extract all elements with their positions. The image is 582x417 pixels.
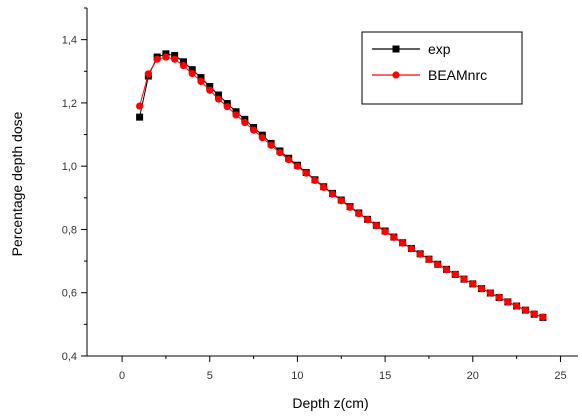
legend-label: exp: [428, 41, 451, 57]
y-tick-label: 1,0: [62, 161, 77, 173]
data-point: [179, 58, 187, 66]
data-point: [214, 95, 223, 103]
series-beamnrc: [136, 53, 547, 321]
y-tick-label: 1,4: [62, 35, 77, 47]
data-point: [188, 66, 196, 74]
data-point: [197, 77, 205, 85]
data-point: [504, 298, 512, 306]
data-point: [495, 293, 503, 302]
data-point: [276, 148, 284, 157]
legend: exp BEAMnrc: [361, 31, 523, 105]
data-point: [469, 280, 477, 288]
data-point: [311, 176, 319, 185]
legend-marker: [392, 45, 400, 53]
x-axis-label: Depth z(cm): [292, 395, 368, 411]
data-point: [197, 74, 205, 82]
legend-label: BEAMnrc: [428, 67, 487, 83]
data-point: [381, 228, 389, 236]
data-point: [530, 310, 538, 318]
data-point: [328, 190, 337, 198]
data-point: [460, 275, 468, 283]
data-point: [477, 285, 486, 293]
data-point: [425, 255, 433, 264]
data-point: [399, 239, 407, 247]
data-point: [136, 113, 144, 121]
x-tick-label: 25: [554, 370, 566, 382]
data-point: [337, 197, 345, 205]
data-point: [293, 162, 302, 170]
data-point: [136, 102, 144, 110]
data-point: [407, 245, 416, 253]
x-tick-label: 15: [379, 370, 391, 382]
data-point: [206, 86, 214, 94]
data-point: [249, 126, 258, 134]
y-axis-label: Percentage depth dose: [9, 111, 25, 256]
data-point: [171, 55, 179, 63]
x-tick-label: 5: [207, 370, 213, 382]
x-tick-label: 0: [119, 370, 125, 382]
y-tick-label: 1,2: [62, 98, 77, 110]
data-point: [285, 155, 293, 164]
data-point: [539, 313, 547, 321]
x-tick-label: 20: [467, 370, 479, 382]
data-point: [188, 69, 196, 78]
data-point: [320, 183, 328, 191]
data-point: [372, 222, 380, 230]
data-point: [179, 61, 188, 70]
data-point: [513, 302, 521, 310]
legend-box: [361, 31, 523, 105]
data-point: [355, 210, 363, 218]
data-point: [346, 203, 354, 211]
data-point: [486, 289, 494, 297]
axes: [86, 8, 578, 357]
data-point: [258, 134, 266, 142]
data-point: [171, 51, 179, 59]
data-point: [241, 118, 249, 127]
y-tick-label: 0,4: [62, 351, 77, 363]
data-point: [215, 91, 223, 99]
series: [136, 50, 547, 321]
y-tick-label: 0,6: [62, 288, 77, 300]
data-point: [442, 266, 451, 274]
data-point: [302, 169, 310, 177]
x-tick-label: 10: [291, 370, 303, 382]
data-point: [162, 53, 170, 61]
data-point: [153, 55, 161, 63]
data-point: [144, 70, 152, 78]
data-point: [363, 216, 372, 224]
y-tick-label: 0,8: [62, 224, 77, 236]
data-point: [223, 103, 231, 111]
data-point: [451, 270, 459, 278]
data-point: [390, 233, 398, 241]
data-point: [206, 82, 214, 90]
data-point: [416, 250, 424, 258]
data-point: [267, 141, 275, 149]
data-point: [521, 306, 529, 314]
legend-marker: [392, 71, 400, 79]
data-point: [434, 260, 442, 269]
ticks: 0 5 10 15 20 25 0,4 0,6 0,8 1,0 1,2 1,4: [62, 7, 567, 382]
data-point: [232, 111, 240, 119]
